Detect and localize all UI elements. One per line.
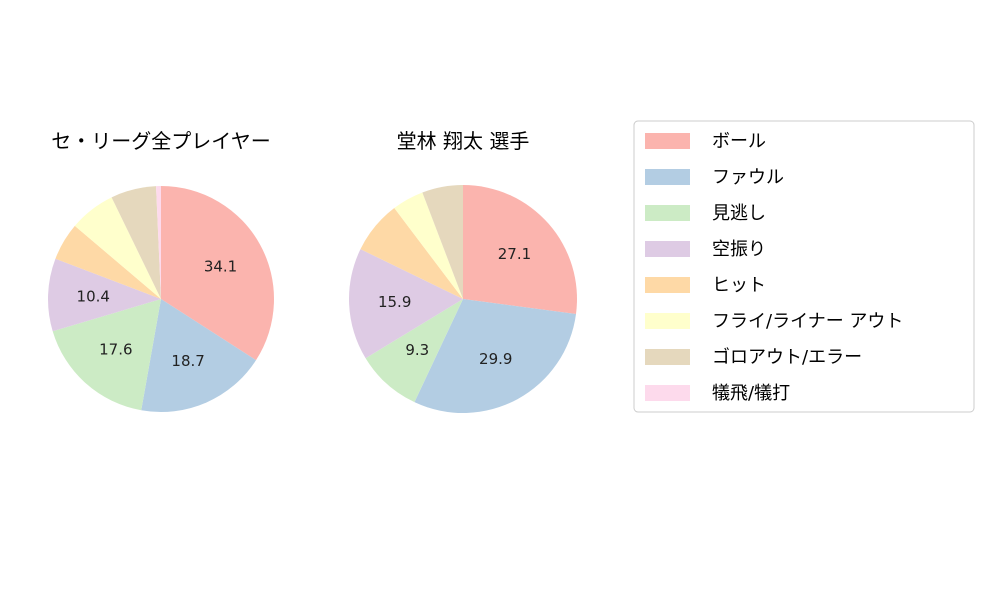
pie-slice bbox=[74, 197, 161, 299]
pie-slice bbox=[111, 186, 161, 299]
legend-label: フライ/ライナー アウト bbox=[712, 311, 903, 332]
pie-slice bbox=[348, 249, 463, 359]
pie-title-player: 堂林 翔太 選手 bbox=[397, 129, 530, 153]
slice-label: 9.3 bbox=[405, 341, 429, 359]
pie-slice bbox=[422, 185, 463, 299]
legend-box bbox=[633, 120, 975, 413]
pie-slice bbox=[55, 225, 161, 299]
pie-slice bbox=[414, 299, 577, 414]
legend-swatch bbox=[645, 169, 690, 185]
pie-slice bbox=[156, 186, 161, 299]
pie-title-league: セ・リーグ全プレイヤー bbox=[51, 129, 270, 153]
pie-slice bbox=[360, 208, 463, 299]
legend-label: ヒット bbox=[712, 275, 766, 296]
legend-label: 空振り bbox=[712, 239, 766, 260]
legend-label: ボール bbox=[712, 131, 766, 152]
legend-label: 犠飛/犠打 bbox=[712, 383, 790, 404]
legend-swatch bbox=[645, 385, 690, 401]
pie-slice bbox=[141, 299, 257, 412]
pie-slice bbox=[52, 299, 161, 411]
legend-label: ゴロアウト/エラー bbox=[712, 347, 862, 368]
slice-label: 34.1 bbox=[204, 258, 237, 276]
legend-label: ファウル bbox=[712, 167, 784, 188]
legend-swatch bbox=[645, 277, 690, 293]
slice-label: 27.1 bbox=[498, 245, 531, 263]
slice-label: 17.6 bbox=[99, 341, 132, 359]
legend-label: 見逃し bbox=[712, 203, 766, 224]
legend-swatch bbox=[645, 349, 690, 365]
pie-slice bbox=[47, 258, 161, 332]
slice-label: 15.9 bbox=[378, 293, 411, 311]
legend-swatch bbox=[645, 205, 690, 221]
legend-swatch bbox=[645, 313, 690, 329]
legend-swatch bbox=[645, 241, 690, 257]
pie-slice bbox=[365, 299, 463, 403]
pie-slice bbox=[463, 185, 578, 314]
pie-slice bbox=[161, 186, 274, 361]
slice-label: 18.7 bbox=[171, 352, 204, 370]
slice-label: 29.9 bbox=[479, 350, 512, 368]
pie-slice bbox=[394, 192, 463, 299]
legend-swatch bbox=[645, 133, 690, 149]
slice-label: 10.4 bbox=[77, 287, 110, 305]
